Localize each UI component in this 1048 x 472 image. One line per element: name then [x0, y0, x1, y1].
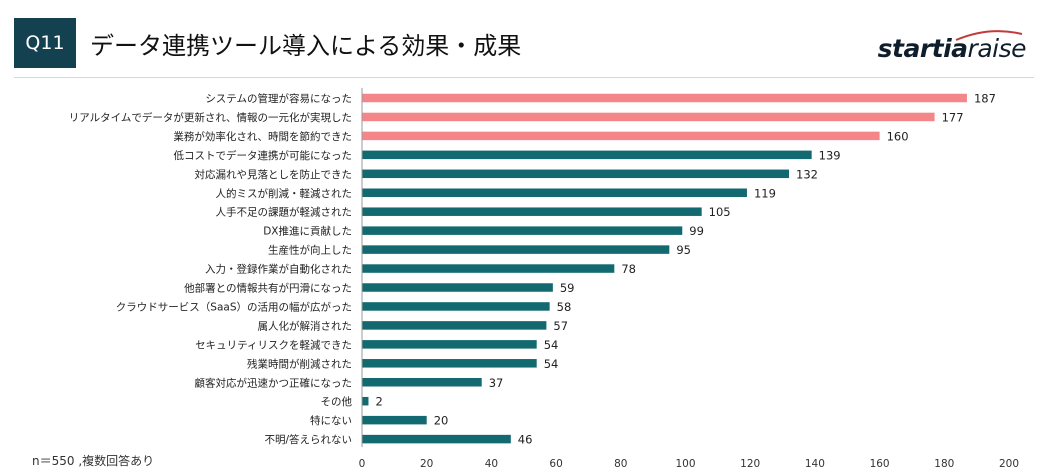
x-tick-label: 0 [359, 458, 366, 470]
logo-swoosh-icon [955, 30, 1023, 41]
bar [362, 302, 550, 311]
value-label: 54 [544, 357, 559, 371]
x-tick-label: 120 [740, 458, 760, 470]
x-tick-label: 200 [999, 458, 1019, 470]
bar [362, 207, 702, 216]
category-label: 業務が効率化され、時間を節約できた [173, 130, 352, 143]
category-label: 不明/答えられない [264, 433, 352, 446]
value-label: 160 [887, 129, 909, 143]
value-label: 139 [819, 148, 841, 162]
bar [362, 396, 369, 406]
value-label: 58 [557, 300, 572, 314]
bar [362, 378, 482, 387]
value-label: 99 [689, 224, 704, 238]
category-label: 対応漏れや見落としを防止できた [195, 168, 353, 181]
category-label: リアルタイムでデータが更新され、情報の一元化が実現した [69, 111, 352, 124]
category-label: 特にない [310, 415, 352, 427]
category-label: 顧客対応が迅速かつ正確になった [195, 376, 353, 389]
bar [362, 264, 615, 273]
bar [362, 415, 427, 425]
category-label: 低コストでデータ連携が可能になった [174, 149, 353, 162]
category-label: 人的ミスが削減・軽減された [216, 187, 353, 200]
logo-text-bold: startia [877, 34, 968, 63]
bar [362, 112, 935, 122]
bar [362, 359, 537, 368]
value-label: 78 [621, 262, 636, 276]
bar [362, 188, 747, 197]
bar [362, 226, 683, 235]
x-tick-label: 100 [675, 458, 695, 470]
category-label: セキュリティリスクを軽減できた [195, 338, 352, 351]
bar [362, 321, 547, 330]
category-label: 他部署との情報共有が円滑になった [184, 282, 352, 295]
bar [362, 283, 553, 292]
bar [362, 245, 670, 254]
category-label: クラウドサービス（SaaS）の活用の幅が広がった [116, 300, 352, 313]
logo-text-light: raise [967, 34, 1027, 63]
category-label: その他 [321, 395, 353, 408]
x-tick-label: 40 [485, 458, 498, 470]
header-divider [14, 77, 1034, 78]
value-label: 119 [754, 186, 776, 200]
brand-logo: startiaraise [877, 34, 1027, 63]
value-label: 46 [518, 433, 533, 447]
value-label: 105 [709, 205, 731, 219]
value-label: 54 [544, 338, 559, 352]
bar [362, 131, 880, 141]
question-badge: Q11 [14, 18, 76, 68]
sample-note: n＝550 ,複数回答あり [32, 454, 155, 468]
value-label: 177 [942, 110, 964, 124]
x-tick-label: 140 [805, 458, 825, 470]
bar [362, 150, 812, 160]
value-label: 59 [560, 281, 575, 295]
value-label: 20 [434, 414, 449, 428]
bar [362, 434, 511, 444]
category-label: 入力・登録作業が自動化された [205, 263, 352, 276]
value-label: 37 [489, 376, 504, 390]
x-tick-label: 60 [549, 458, 562, 470]
bar [362, 340, 537, 349]
category-label: DX推進に貢献した [263, 225, 352, 238]
category-label: システムの管理が容易になった [205, 92, 352, 105]
x-tick-label: 20 [420, 458, 433, 470]
value-label: 187 [974, 92, 996, 106]
category-label: 属人化が解消された [258, 319, 353, 332]
bar [362, 93, 967, 103]
bar [362, 169, 790, 179]
value-label: 2 [375, 395, 382, 409]
x-tick-label: 160 [870, 458, 890, 470]
category-label: 人手不足の課題が軽減された [216, 206, 353, 219]
page-title: データ連携ツール導入による効果・成果 [90, 32, 522, 60]
category-label: 生産性が向上した [268, 244, 352, 257]
x-tick-label: 180 [934, 458, 954, 470]
value-label: 132 [796, 167, 818, 181]
x-tick-label: 80 [614, 458, 627, 470]
category-label: 残業時間が削減された [247, 357, 352, 370]
value-label: 95 [676, 243, 691, 257]
value-label: 57 [553, 319, 568, 333]
